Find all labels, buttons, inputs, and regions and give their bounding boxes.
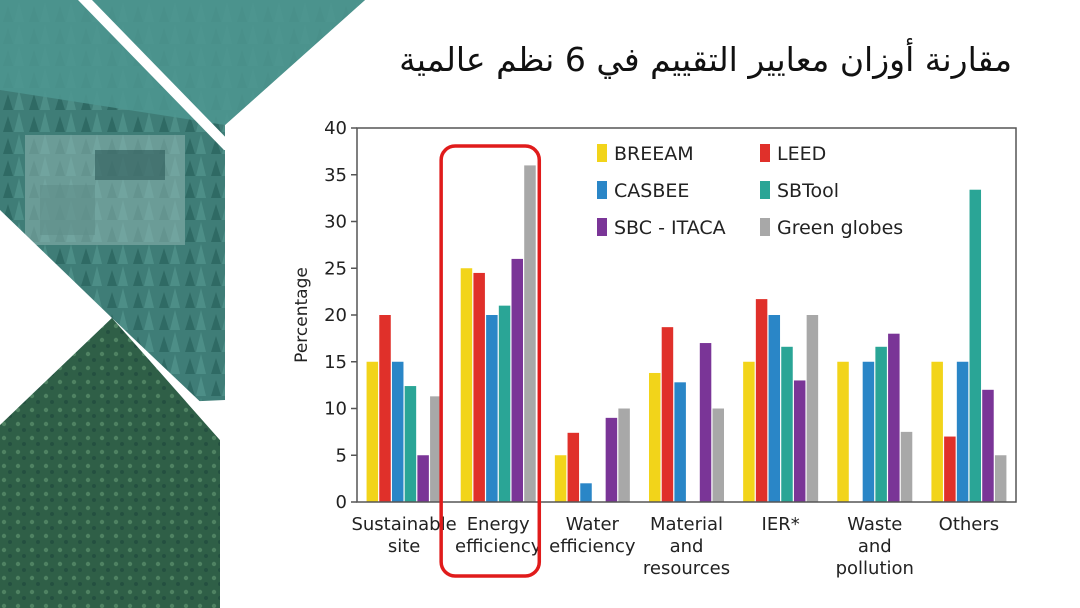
y-tick-label: 20: [324, 305, 347, 326]
bar: [524, 165, 536, 502]
bar: [781, 346, 793, 502]
y-axis-label: Percentage: [292, 267, 312, 363]
x-category-label: efficiency: [455, 536, 542, 557]
x-category-label: Material: [650, 514, 723, 535]
bar: [755, 299, 768, 502]
bar: [605, 417, 618, 502]
legend-label: SBTool: [777, 180, 839, 202]
bar: [580, 483, 592, 502]
legend-label: SBC - ITACA: [614, 217, 726, 239]
bar: [661, 327, 674, 502]
bar: [511, 258, 524, 502]
y-tick-label: 0: [336, 492, 347, 513]
bar: [649, 372, 661, 502]
legend-label: CASBEE: [614, 180, 689, 202]
legend-swatch: [597, 218, 607, 236]
bar: [900, 431, 913, 502]
bar: [567, 432, 580, 502]
bar: [379, 315, 391, 502]
highlight-box: [439, 144, 542, 578]
y-tick-label: 30: [324, 212, 347, 233]
bar: [956, 361, 969, 502]
y-tick-label: 40: [324, 118, 347, 139]
bar: [862, 361, 875, 502]
bar: [768, 315, 781, 502]
bar: [712, 408, 724, 502]
bar: [982, 389, 994, 502]
bar: [498, 305, 511, 502]
x-category-label: Sustainable: [351, 514, 456, 535]
x-category-label: resources: [643, 558, 730, 579]
bar: [837, 361, 849, 502]
legend-label: Green globes: [777, 217, 903, 239]
photo-panel-bottom: [0, 318, 220, 608]
x-category-label: pollution: [836, 558, 914, 579]
bar: [554, 455, 567, 502]
bar: [806, 315, 819, 502]
bar: [793, 380, 806, 502]
y-tick-label: 5: [336, 445, 347, 466]
bar: [404, 386, 417, 502]
white-chevron: [0, 210, 112, 425]
bar: [931, 361, 943, 502]
bar: [674, 382, 686, 502]
x-category-label: Others: [939, 514, 1000, 535]
bar: [699, 343, 712, 502]
x-category-label: and: [670, 536, 704, 557]
x-category-label: and: [858, 536, 892, 557]
x-category-label: IER*: [762, 514, 800, 535]
bar: [366, 361, 379, 502]
white-diagonal-stripe: [78, 0, 238, 150]
y-tick-label: 10: [324, 399, 347, 420]
bar: [618, 408, 630, 502]
x-category-label: Energy: [467, 514, 530, 535]
x-category-label: site: [388, 536, 421, 557]
x-category-label: Water: [566, 514, 620, 535]
legend-swatch: [760, 181, 770, 199]
legend-label: LEED: [777, 143, 826, 165]
y-tick-label: 25: [324, 258, 347, 279]
bar: [969, 189, 982, 502]
legend-swatch: [760, 218, 770, 236]
legend-swatch: [597, 144, 607, 162]
bar: [743, 361, 755, 502]
bar: [391, 361, 404, 502]
legend-label: BREEAM: [614, 143, 694, 165]
x-category-label: Waste: [847, 514, 902, 535]
bar: [994, 455, 1007, 502]
bar: [888, 333, 900, 502]
bar: [460, 268, 473, 502]
sky-overlay: [0, 0, 365, 125]
legend-swatch: [760, 144, 770, 162]
bar: [473, 272, 485, 502]
bar: [944, 436, 956, 502]
y-tick-label: 15: [324, 352, 347, 373]
y-tick-label: 35: [324, 165, 347, 186]
bar: [486, 315, 498, 502]
bar: [875, 346, 887, 502]
bar: [430, 396, 442, 502]
legend-swatch: [597, 181, 607, 199]
slide-title: مقارنة أوزان معايير التقييم في 6 نظم عال…: [399, 40, 1012, 79]
bar: [417, 455, 429, 502]
x-category-label: efficiency: [549, 536, 636, 557]
